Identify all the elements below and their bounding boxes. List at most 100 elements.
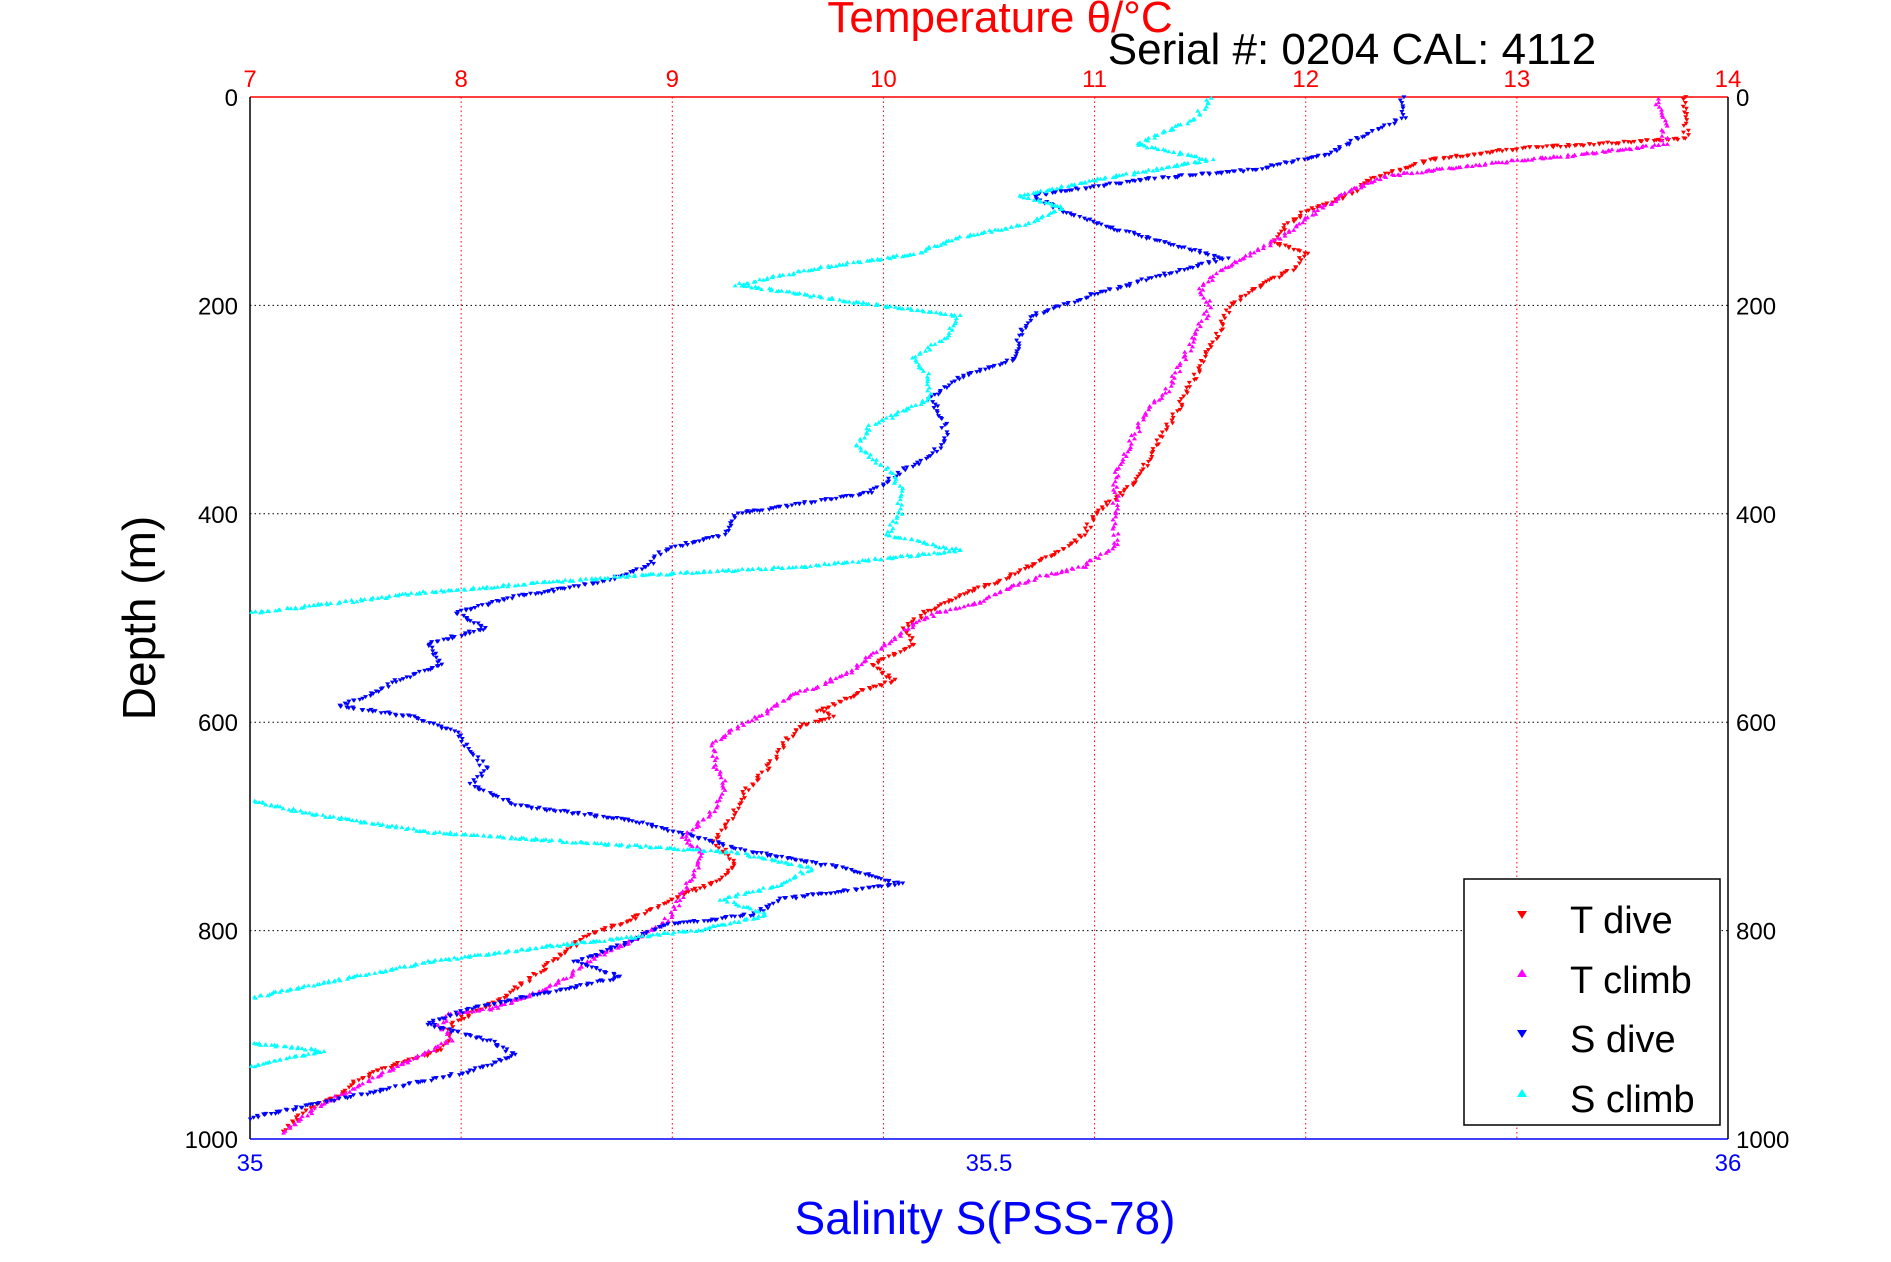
data-point <box>663 549 669 554</box>
data-point <box>1161 271 1167 276</box>
data-point <box>344 702 350 707</box>
data-point <box>780 565 786 570</box>
data-point <box>756 909 762 914</box>
data-point <box>867 687 873 692</box>
data-point <box>725 567 731 572</box>
data-point <box>555 978 561 983</box>
data-point <box>511 997 517 1002</box>
data-point <box>1193 154 1199 159</box>
data-point <box>905 624 911 629</box>
data-point <box>998 227 1004 232</box>
data-point <box>745 719 751 724</box>
data-point <box>426 1048 432 1053</box>
data-point <box>1628 147 1634 152</box>
data-point <box>731 900 737 905</box>
data-point <box>431 831 437 836</box>
data-point <box>581 935 587 940</box>
data-point <box>1123 453 1129 458</box>
data-point <box>1214 171 1220 176</box>
data-point <box>1159 166 1165 171</box>
data-point <box>629 819 635 824</box>
data-point <box>1140 169 1146 174</box>
data-point <box>1181 354 1187 359</box>
data-point <box>1198 318 1204 323</box>
data-point <box>676 903 682 908</box>
data-point <box>328 1098 334 1103</box>
data-point <box>809 866 815 871</box>
data-point <box>732 846 738 851</box>
data-point <box>538 970 544 975</box>
data-point <box>1154 443 1160 448</box>
data-point <box>865 557 871 562</box>
data-point <box>891 480 897 485</box>
data-point <box>639 567 645 572</box>
data-point <box>1643 138 1649 143</box>
data-point <box>479 774 485 779</box>
data-point <box>764 275 770 280</box>
data-point <box>733 894 739 899</box>
data-point <box>649 825 655 830</box>
data-point <box>718 737 724 742</box>
data-point <box>1121 451 1127 456</box>
data-point <box>1146 135 1152 140</box>
data-point <box>914 359 920 364</box>
data-point <box>430 652 436 657</box>
data-point <box>710 534 716 539</box>
data-point <box>512 985 518 990</box>
data-point <box>293 606 299 611</box>
data-point <box>749 509 755 514</box>
data-point <box>799 722 805 727</box>
data-point <box>691 920 697 925</box>
data-point <box>1364 132 1370 137</box>
data-point <box>925 388 931 393</box>
data-point <box>808 868 814 873</box>
data-point <box>1007 574 1013 579</box>
data-point <box>1025 195 1031 200</box>
data-point <box>283 1044 289 1049</box>
data-point <box>1104 503 1110 508</box>
data-point <box>870 650 876 655</box>
legend-marker-s-climb <box>1517 1089 1527 1097</box>
data-point <box>498 1059 504 1064</box>
data-point <box>492 950 498 955</box>
data-point <box>1401 95 1407 100</box>
data-point <box>957 547 963 552</box>
data-point <box>942 311 948 316</box>
data-point <box>870 457 876 462</box>
data-point <box>572 986 578 991</box>
data-point <box>793 690 799 695</box>
data-point <box>1187 173 1193 178</box>
data-point <box>467 631 473 636</box>
data-point <box>1519 158 1525 163</box>
data-point <box>1450 166 1456 171</box>
data-point <box>1154 166 1160 171</box>
data-point <box>592 956 598 961</box>
data-point <box>789 503 795 508</box>
data-point <box>495 1044 501 1049</box>
data-point <box>1192 248 1198 253</box>
data-point <box>1208 95 1214 100</box>
data-point <box>819 295 825 300</box>
data-point <box>946 383 952 388</box>
data-point <box>558 953 564 958</box>
data-point <box>1181 245 1187 250</box>
data-point <box>774 757 780 762</box>
data-point <box>875 302 881 307</box>
data-point <box>314 1102 320 1107</box>
data-point <box>619 935 625 940</box>
data-point <box>936 604 942 609</box>
data-point <box>798 725 804 730</box>
data-point <box>1173 123 1179 128</box>
data-point <box>781 880 787 885</box>
data-point <box>801 268 807 273</box>
data-point <box>913 402 919 407</box>
data-point <box>451 955 457 960</box>
data-point <box>1163 422 1169 427</box>
data-point <box>1066 544 1072 549</box>
data-point <box>1061 547 1067 552</box>
data-point <box>249 609 255 614</box>
data-point <box>679 830 685 835</box>
data-point <box>411 826 417 831</box>
data-point <box>508 802 514 807</box>
data-point <box>392 678 398 683</box>
